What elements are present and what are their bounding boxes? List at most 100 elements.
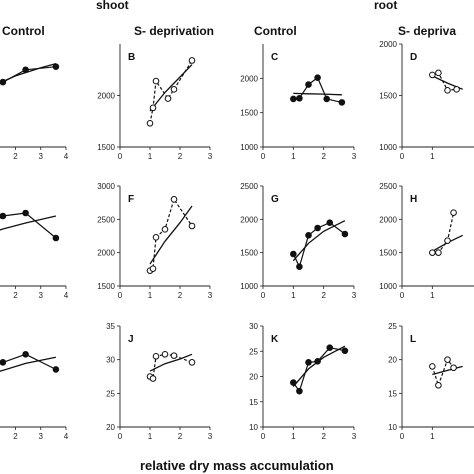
data-point <box>305 359 312 366</box>
data-point <box>326 344 334 352</box>
y-tick-label: 3000 <box>97 182 115 191</box>
y-tick-label: 15 <box>388 389 397 398</box>
panel-letter: C <box>271 52 278 63</box>
data-point <box>152 353 160 360</box>
y-tick-label: 10 <box>249 423 258 432</box>
y-tick-label: 2000 <box>97 92 115 101</box>
data-point <box>453 86 460 93</box>
fit-curve <box>432 365 463 376</box>
panel-e: 01234 <box>0 209 69 300</box>
data-point <box>338 99 346 106</box>
x-tick-label: 0 <box>118 291 123 300</box>
data-point <box>435 381 442 389</box>
panel-letter: D <box>410 52 417 63</box>
data-point <box>149 375 157 382</box>
data-point <box>0 78 7 86</box>
y-tick-label: 2000 <box>240 74 258 83</box>
y-tick-label: 30 <box>106 356 115 365</box>
panel-c: 0 1 2 3 1000 1500 2000 C <box>240 44 357 161</box>
data-line <box>149 197 193 272</box>
fit-curve <box>149 205 193 265</box>
y-tick-label: 20 <box>249 373 258 382</box>
data-point <box>305 81 312 88</box>
panel-l: 0 1 10 15 20 25 L <box>388 322 474 441</box>
data-point <box>296 94 303 102</box>
y-tick-label: 2500 <box>240 182 258 191</box>
x-axis-title: relative dry mass accumulation <box>140 458 334 473</box>
data-point <box>429 249 436 256</box>
y-tick-label: 1000 <box>379 282 397 291</box>
data-line <box>0 66 56 83</box>
y-tick-label: 20 <box>388 356 397 365</box>
panel-letter: G <box>271 194 279 205</box>
data-point <box>296 263 303 270</box>
x-tick-label: 3 <box>352 291 357 300</box>
x-tick-label: 1 <box>291 152 296 161</box>
panel-letter: K <box>271 334 279 345</box>
y-tick-label: 1000 <box>240 143 258 152</box>
x-tick-label: 1 <box>430 432 435 441</box>
y-tick-label: 1500 <box>240 249 258 258</box>
x-tick-label: 3 <box>352 432 357 441</box>
fit-curve <box>0 356 57 372</box>
x-tick-label: 4 <box>64 432 69 441</box>
x-tick-label: 0 <box>261 291 266 300</box>
x-tick-label: 0 <box>118 432 123 441</box>
panel-d: 0 1 1000 1500 2000 D <box>379 40 474 161</box>
panels-group: 01234012315002000B0123100015002000C01100… <box>0 40 474 441</box>
data-point <box>314 224 321 232</box>
data-point <box>341 347 349 355</box>
y-tick-label: 1500 <box>97 143 115 152</box>
x-tick-label: 1 <box>148 291 153 300</box>
data-point <box>341 230 349 238</box>
y-tick-label: 1500 <box>240 109 258 118</box>
fit-curve <box>0 215 57 231</box>
x-tick-label: 3 <box>208 291 213 300</box>
data-point <box>170 196 178 203</box>
x-tick-label: 2 <box>178 432 183 441</box>
y-tick-label: 1500 <box>379 249 397 258</box>
x-tick-label: 4 <box>64 152 69 161</box>
y-tick-label: 25 <box>388 322 397 331</box>
data-point <box>435 249 442 256</box>
panel-letter: B <box>128 52 135 63</box>
y-tick-label: 25 <box>249 347 258 356</box>
x-tick-label: 0 <box>400 152 405 161</box>
x-tick-label: 3 <box>39 432 44 441</box>
y-tick-label: 2000 <box>379 215 397 224</box>
data-point <box>22 66 29 74</box>
x-tick-label: 4 <box>64 291 69 300</box>
panel-k: 0 1 2 3 10 15 20 25 30 K <box>249 322 357 441</box>
x-tick-label: 3 <box>208 432 213 441</box>
x-tick-label: 1 <box>430 152 435 161</box>
panel-g: 0 1 2 3 1000 1500 2000 2500 G <box>240 182 357 300</box>
data-point <box>444 237 451 244</box>
data-point <box>290 379 297 386</box>
y-tick-label: 2500 <box>97 215 115 224</box>
data-point <box>149 265 157 272</box>
panel-f: 0 1 2 3 1500 2000 2500 3000 F <box>97 182 213 300</box>
data-point <box>52 234 60 242</box>
data-point <box>52 366 60 373</box>
x-tick-label: 2 <box>13 432 18 441</box>
panel-letter: H <box>410 194 417 205</box>
data-point <box>444 87 451 94</box>
x-tick-label: 1 <box>148 152 153 161</box>
data-point <box>326 219 334 226</box>
data-point <box>161 226 169 233</box>
panel-b: 0 1 2 3 1500 2000 B <box>97 44 213 161</box>
data-point <box>152 234 160 241</box>
data-line <box>432 72 457 91</box>
data-point <box>0 359 7 366</box>
x-tick-label: 3 <box>39 291 44 300</box>
y-tick-label: 1500 <box>97 282 115 291</box>
data-point <box>314 74 321 81</box>
data-point <box>0 212 7 220</box>
y-tick-label: 15 <box>249 398 258 407</box>
panel-j: 0 1 2 3 20 25 30 35 J <box>106 322 213 441</box>
column-title-sdeprivation-root: S- depriva <box>398 24 456 38</box>
data-point <box>146 120 154 127</box>
y-tick-label: 2500 <box>379 182 397 191</box>
fit-curve <box>293 92 342 96</box>
